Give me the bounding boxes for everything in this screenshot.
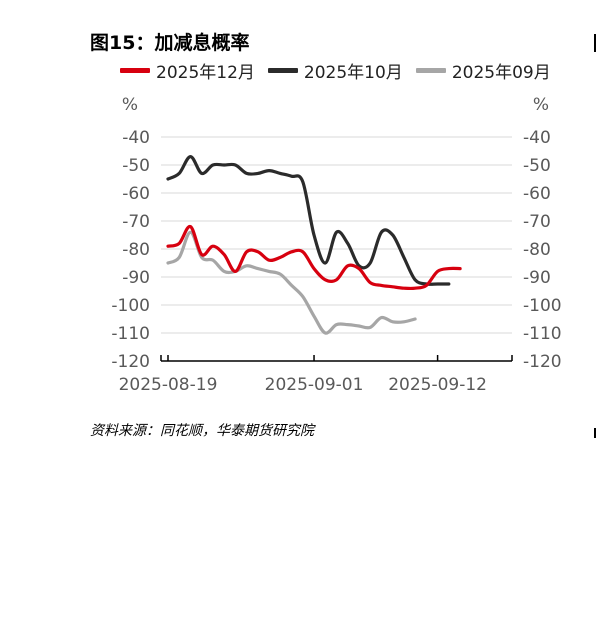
- y-tick-label-right: -90: [523, 268, 551, 288]
- y-axis-right: % -40 -50 -60 -70 -80 -90 -100 -110 -120: [523, 95, 562, 372]
- adjacent-figure-edge-lower: [594, 428, 599, 438]
- legend-item-sep: 2025年09月: [415, 58, 551, 83]
- legend-swatch-dec: [120, 68, 150, 73]
- line-chart: % -40 -50 -60 -70 -80 -90 -100 -110 -120 % -40 -5…: [111, 95, 562, 395]
- y-tick-label-left: -120: [111, 352, 150, 372]
- legend-label-sep: 2025年09月: [451, 63, 551, 83]
- y-tick-label-right: -60: [523, 184, 551, 204]
- x-tick-label: 2025-09-12: [388, 375, 487, 395]
- chart-legend: 2025年12月 2025年10月 2025年09月: [120, 58, 564, 83]
- x-tick-label: 2025-09-01: [265, 375, 364, 395]
- y-tick-label-left: -110: [111, 324, 150, 344]
- y-tick-label-left: -50: [122, 156, 150, 176]
- y-tick-label-right: -110: [523, 324, 562, 344]
- legend-item-dec: 2025年12月: [120, 58, 255, 83]
- y-tick-label-right: -70: [523, 212, 551, 232]
- legend-swatch-sep: [415, 68, 446, 73]
- series-line: [166, 155, 451, 286]
- y-tick-label-right: -120: [523, 352, 562, 372]
- y-tick-label-left: -90: [122, 268, 150, 288]
- y-tick-label-left: -60: [122, 184, 150, 204]
- y-tick-label-left: -40: [122, 128, 150, 148]
- gridlines: [161, 136, 512, 334]
- y-tick-label-right: -80: [523, 240, 551, 260]
- legend-label-dec: 2025年12月: [156, 63, 255, 83]
- series-line: [166, 224, 462, 291]
- y-tick-label-left: -70: [122, 212, 150, 232]
- y-unit-right: %: [533, 95, 549, 115]
- y-tick-label-left: -80: [122, 240, 150, 260]
- x-axis: 2025-08-19 2025-09-01 2025-09-12: [119, 355, 513, 395]
- legend-label-oct: 2025年10月: [303, 63, 403, 83]
- legend-swatch-oct: [267, 68, 298, 73]
- y-axis-left: % -40 -50 -60 -70 -80 -90 -100 -110 -120: [111, 95, 150, 372]
- source-note: 资料来源：同花顺，华泰期货研究院: [90, 423, 314, 439]
- y-tick-label-left: -100: [111, 296, 150, 316]
- x-tick-label: 2025-08-19: [119, 375, 218, 395]
- y-tick-label-right: -100: [523, 296, 562, 316]
- adjacent-figure-edge: [594, 34, 599, 52]
- legend-item-oct: 2025年10月: [267, 58, 403, 83]
- y-tick-label-right: -50: [523, 156, 551, 176]
- y-unit-left: %: [122, 95, 138, 115]
- chart-title: 图15：加减息概率: [90, 32, 250, 54]
- series-lines: [166, 155, 462, 335]
- series-line: [166, 230, 417, 335]
- y-tick-label-right: -40: [523, 128, 551, 148]
